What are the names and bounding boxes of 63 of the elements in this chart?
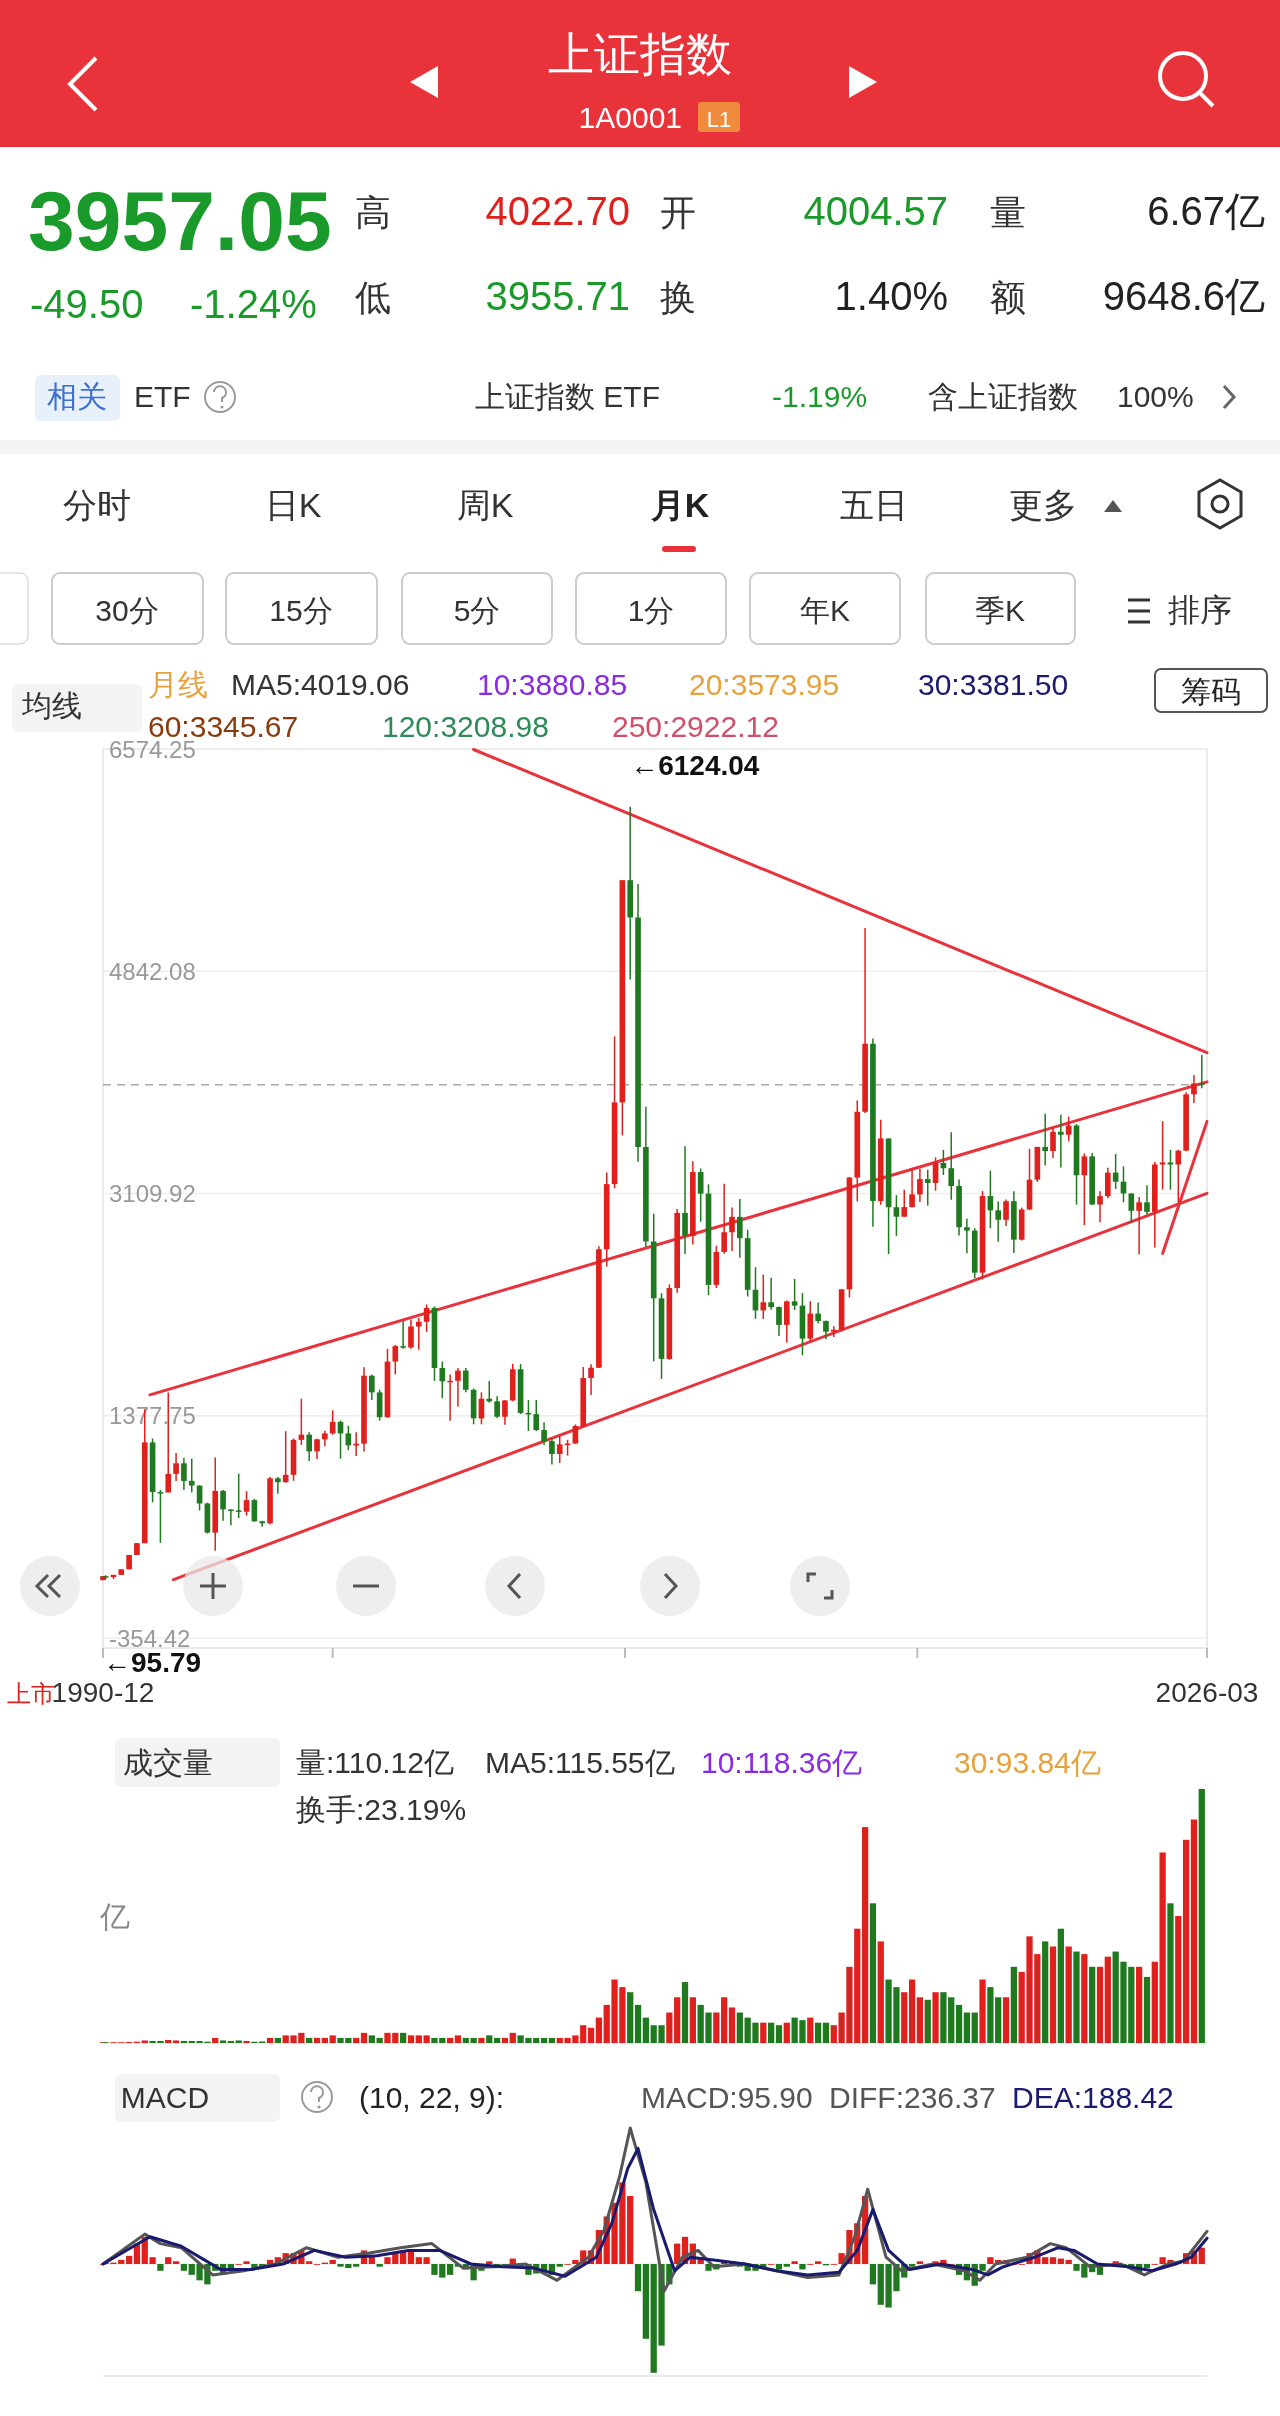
text: 含上证指数	[928, 380, 1078, 413]
text: 30:3381.50	[918, 668, 1069, 701]
text: 量:110.12亿	[296, 1746, 454, 1779]
text: -1.19%	[772, 380, 868, 413]
text: 4004.57	[803, 189, 948, 233]
text: 额	[990, 277, 1026, 318]
annotation: 亿	[99, 1900, 130, 1933]
text: -1.24%	[190, 282, 317, 326]
text: 日K	[264, 486, 322, 524]
text: 开	[660, 192, 696, 233]
annotation: ←6124.04	[630, 749, 760, 781]
text: 月K	[649, 486, 710, 524]
text: 250:2922.12	[612, 710, 779, 743]
text: 分时	[63, 486, 131, 524]
text: 年K	[799, 594, 851, 627]
text: 更多	[1009, 486, 1077, 524]
text: 4022.70	[485, 189, 630, 233]
annotation: 换手:23.19%	[296, 1793, 467, 1826]
x-tick-label: 2026-03	[1155, 1677, 1259, 1708]
text: 周K	[456, 486, 514, 524]
text: 9648.6亿	[1102, 274, 1265, 318]
text: 五日	[840, 486, 908, 524]
text: MACD:95.90	[641, 2081, 813, 2114]
text: 上市	[7, 1680, 55, 1707]
y-tick-label: 3109.92	[109, 1180, 196, 1207]
text: 换	[660, 277, 696, 318]
text: 相关	[47, 380, 107, 413]
text: 15分	[269, 594, 333, 627]
text: 上证指数 ETF	[475, 380, 660, 413]
text: MACD	[120, 2081, 210, 2114]
text: DEA:188.42	[1012, 2081, 1174, 2114]
text: 30:93.84亿	[954, 1746, 1101, 1779]
text: L1	[706, 107, 732, 132]
text: 均线	[21, 689, 82, 722]
text: 10:118.36亿	[701, 1746, 863, 1779]
text: 量	[990, 192, 1026, 233]
text: 30分	[95, 594, 159, 627]
text: 1.40%	[834, 274, 948, 318]
y-tick-label: 4842.08	[109, 957, 196, 985]
text: 10:3880.85	[477, 668, 628, 701]
text: 100%	[1117, 380, 1194, 413]
text: 季K	[974, 594, 1026, 627]
text: 20:3573.95	[689, 668, 840, 701]
text: MA5:115.55亿	[485, 1746, 675, 1779]
text: 1A0001	[578, 101, 682, 134]
text: MA5:4019.06	[231, 668, 410, 701]
text: 3957.05	[28, 174, 332, 268]
text: 排序	[1168, 592, 1232, 628]
text: (10, 22, 9):	[359, 2081, 505, 2114]
text: DIFF:236.37	[829, 2081, 996, 2114]
text: 成交量	[123, 1746, 213, 1779]
text: 月线	[148, 668, 208, 701]
text: 6.67亿	[1147, 189, 1265, 233]
text: 筹码	[1181, 675, 1241, 708]
text: 5分	[453, 594, 501, 627]
text: 1分	[627, 594, 675, 627]
text: 高	[355, 192, 391, 233]
text: 120:3208.98	[382, 710, 549, 743]
text: 上证指数	[548, 28, 732, 80]
text: -49.50	[30, 282, 144, 326]
text: ETF	[134, 380, 191, 413]
text: 低	[355, 277, 391, 318]
text: 3955.71	[485, 274, 630, 318]
